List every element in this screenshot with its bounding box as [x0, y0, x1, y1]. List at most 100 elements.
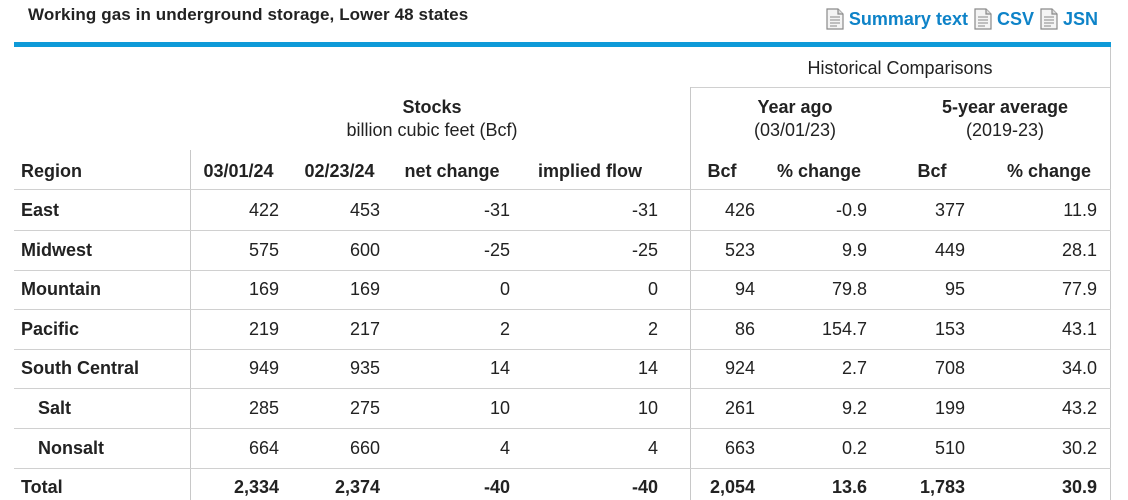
document-icon	[1040, 8, 1058, 30]
row-divider	[14, 388, 1111, 390]
column-header: 03/01/24	[203, 161, 274, 181]
table-cell: 2	[499, 318, 510, 339]
table-cell: 261	[724, 398, 755, 418]
table-cell: 2,374	[334, 477, 380, 498]
table-cell: 199	[934, 398, 965, 418]
table-cell: 4	[647, 437, 658, 458]
page-title: Working gas in underground storage, Lowe…	[28, 5, 469, 24]
table-cell: 43.2	[1061, 398, 1097, 418]
title-rule	[14, 42, 1111, 47]
table-cell: 13.6	[831, 477, 867, 498]
table-cell: 708	[934, 358, 965, 379]
table-cell: 924	[724, 358, 755, 379]
table-cell: 426	[724, 200, 755, 220]
table-cell: 34.0	[1061, 358, 1097, 379]
table-cell: -40	[483, 477, 510, 498]
table-cell: 575	[248, 239, 279, 260]
table-cell: 95	[944, 279, 965, 300]
table-cell: 2	[647, 318, 658, 339]
table-cell: -40	[631, 477, 658, 498]
table-cell: 377	[934, 200, 965, 220]
jsn-link[interactable]: JSN	[1040, 8, 1098, 30]
table-cell: 154.7	[821, 318, 867, 339]
table-cell: 600	[349, 239, 380, 260]
table-cell: 935	[349, 358, 380, 379]
table-cell: -25	[483, 239, 510, 260]
table-cell: 153	[934, 318, 965, 339]
row-divider	[14, 309, 1111, 311]
table-cell: 1,783	[919, 477, 965, 498]
row-region-label: Midwest	[21, 239, 93, 260]
column-header-region: Region	[21, 161, 82, 181]
column-header: implied flow	[537, 161, 642, 181]
row-region-label: East	[21, 200, 60, 220]
table-cell: 949	[248, 358, 279, 379]
stocks-unit: billion cubic feet (Bcf)	[346, 120, 518, 140]
csv-link[interactable]: CSV	[974, 8, 1034, 30]
row-region-label: Mountain	[21, 279, 101, 300]
table-cell: 77.9	[1061, 279, 1097, 300]
column-divider	[690, 87, 691, 500]
row-region-label: Nonsalt	[38, 437, 105, 458]
table-cell: 2,054	[709, 477, 755, 498]
table-cell: 663	[724, 437, 755, 458]
table-cell: 422	[248, 200, 279, 220]
five-year-range: (2019-23)	[965, 120, 1045, 140]
table-cell: 11.9	[1063, 200, 1097, 220]
table-cell: 0.2	[841, 437, 867, 458]
column-divider	[1110, 47, 1111, 500]
table-cell: 28.1	[1061, 239, 1097, 260]
table-cell: 660	[349, 437, 380, 458]
table-cell: 2.7	[841, 358, 867, 379]
table-cell: 14	[637, 358, 658, 379]
document-icon	[974, 8, 992, 30]
column-header: % change	[1006, 161, 1092, 181]
year-ago-heading: Year ago	[757, 97, 833, 117]
table-cell: 9.2	[841, 398, 867, 418]
historical-comparisons-heading: Historical Comparisons	[807, 58, 993, 78]
table-cell: -0.9	[835, 200, 867, 220]
table-cell: 0	[647, 279, 658, 300]
five-year-heading: 5-year average	[941, 97, 1069, 117]
summary-text-label: Summary text	[848, 8, 968, 29]
table-cell: 79.8	[831, 279, 867, 300]
jsn-label: JSN	[1062, 8, 1098, 29]
row-divider	[14, 467, 1111, 469]
table-cell: 523	[724, 239, 755, 260]
table-cell: 9.9	[841, 239, 867, 260]
storage-table: Historical Comparisons Stocks billion cu…	[14, 47, 1111, 500]
table-cell: 30.9	[1061, 477, 1097, 498]
row-divider	[14, 428, 1111, 429]
row-region-label: Pacific	[21, 318, 80, 339]
column-divider	[190, 150, 191, 500]
table-cell: 664	[248, 437, 279, 458]
table-cell: 43.1	[1061, 318, 1097, 339]
summary-text-link[interactable]: Summary text	[826, 8, 968, 30]
stocks-heading: Stocks	[402, 97, 462, 117]
table-cell: 10	[489, 398, 510, 418]
column-header: Bcf	[917, 161, 947, 181]
table-cell: 94	[734, 279, 755, 300]
row-divider	[14, 348, 1111, 350]
table-cell: 169	[349, 279, 380, 300]
table-cell: 285	[248, 398, 279, 418]
csv-label: CSV	[996, 8, 1034, 29]
row-divider	[14, 269, 1111, 271]
table-cell: 0	[499, 279, 510, 300]
table-cell: 169	[248, 279, 279, 300]
table-cell: 453	[349, 200, 380, 220]
year-ago-date: (03/01/23)	[753, 120, 837, 140]
table-cell: 14	[489, 358, 510, 379]
table-cell: 219	[248, 318, 279, 339]
document-icon	[826, 8, 844, 30]
group-divider	[690, 87, 1110, 88]
table-cell: 510	[934, 437, 965, 458]
table-cell: 4	[499, 437, 510, 458]
column-header: Bcf	[707, 161, 737, 181]
row-divider	[14, 230, 1111, 231]
header-divider	[14, 189, 1111, 190]
row-region-label: South Central	[21, 358, 140, 379]
column-header: net change	[404, 161, 500, 181]
row-region-label: Salt	[38, 398, 72, 418]
row-region-label: Total	[21, 477, 63, 498]
